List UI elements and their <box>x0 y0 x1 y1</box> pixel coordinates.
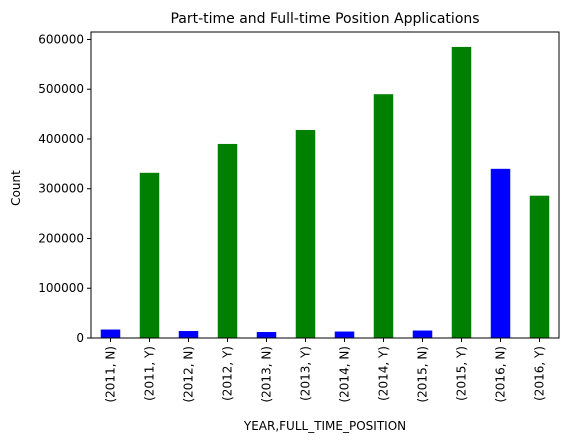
x-tick-label: (2013, Y) <box>299 346 313 401</box>
chart-title: Part-time and Full-time Position Applica… <box>170 11 479 27</box>
bars-group <box>100 46 550 339</box>
x-tick-label: (2013, N) <box>260 346 274 403</box>
bar-11 <box>529 195 550 338</box>
x-tick-label: (2016, N) <box>494 346 508 403</box>
y-tick-label: 500000 <box>38 82 84 96</box>
y-tick-label: 200000 <box>38 231 84 245</box>
x-tick-label: (2015, N) <box>416 346 430 403</box>
bar-7 <box>373 94 394 338</box>
y-tick-label: 300000 <box>38 182 84 196</box>
x-axis-label: YEAR,FULL_TIME_POSITION <box>243 419 406 433</box>
x-tick-label: (2011, N) <box>104 346 118 403</box>
bar-8 <box>412 330 433 338</box>
x-tick-label: (2012, N) <box>182 346 196 403</box>
bar-5 <box>295 130 316 338</box>
plot-frame <box>90 31 560 339</box>
y-axis-label: Count <box>9 170 23 206</box>
y-tick-label: 400000 <box>38 132 84 146</box>
x-tick-label: (2015, Y) <box>455 346 469 401</box>
x-tick-label: (2014, N) <box>338 346 352 403</box>
bar-3 <box>217 143 238 338</box>
bar-4 <box>256 332 277 338</box>
x-tick-label: (2011, Y) <box>143 346 157 401</box>
bar-9 <box>451 46 472 339</box>
y-tick-label: 0 <box>76 331 84 345</box>
bar-6 <box>334 331 355 338</box>
bar-2 <box>178 331 199 338</box>
y-tick-label: 600000 <box>38 32 84 46</box>
x-tick-label: (2016, Y) <box>533 346 547 401</box>
bar-10 <box>490 168 511 338</box>
bar-1 <box>139 172 160 338</box>
x-tick-label: (2014, Y) <box>377 346 391 401</box>
x-tick-label: (2012, Y) <box>221 346 235 401</box>
y-axis: 0 100000 200000 300000 400000 500000 600000 <box>38 32 91 345</box>
y-tick-label: 100000 <box>38 281 84 295</box>
bar-0 <box>100 329 121 338</box>
x-axis: (2011, N) (2011, Y) (2012, N) (2012, Y) (201… <box>104 338 547 403</box>
